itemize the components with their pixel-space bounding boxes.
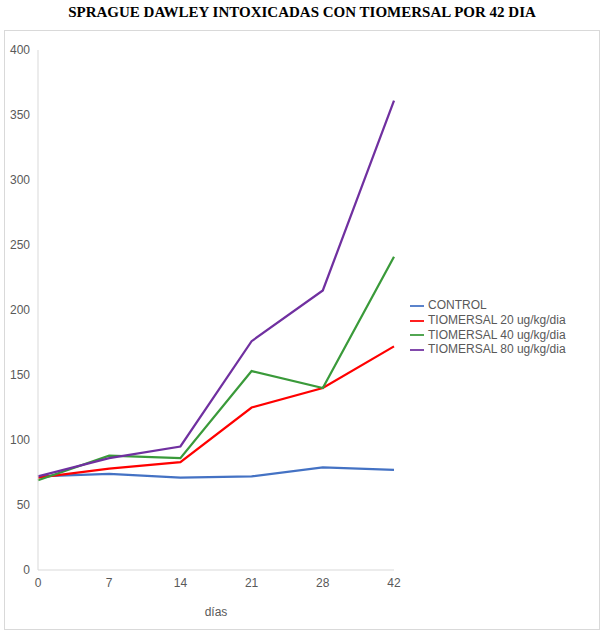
html-text:TIOMERSAL 40 ug/kg/dia: TIOMERSAL 40 ug/kg/dia — [428, 327, 566, 342]
html-text:CONTROL: CONTROL — [428, 297, 487, 312]
svg-text:150: 150 — [10, 368, 30, 382]
svg-text:250: 250 — [10, 238, 30, 252]
svg-text:21: 21 — [245, 576, 259, 590]
svg-text:100: 100 — [10, 433, 30, 447]
svg-text:400: 400 — [10, 43, 30, 57]
svg-text:14: 14 — [174, 576, 188, 590]
svg-text:días: días — [205, 605, 228, 619]
svg-text:350: 350 — [10, 108, 30, 122]
svg-text:200: 200 — [10, 303, 30, 317]
html-text:SPRAGUE DAWLEY INTOXICADAS CON: SPRAGUE DAWLEY INTOXICADAS CON TIOMERSAL… — [68, 4, 536, 20]
svg-text:0: 0 — [35, 576, 42, 590]
svg-text:28: 28 — [316, 576, 330, 590]
svg-text:300: 300 — [10, 173, 30, 187]
svg-text:42: 42 — [387, 576, 401, 590]
html-text:TIOMERSAL 80 ug/kg/dia: TIOMERSAL 80 ug/kg/dia — [428, 342, 566, 357]
svg-text:0: 0 — [23, 563, 30, 577]
html-text:TIOMERSAL 20 ug/kg/dia: TIOMERSAL 20 ug/kg/dia — [428, 312, 566, 327]
svg-text:7: 7 — [106, 576, 113, 590]
svg-text:50: 50 — [17, 498, 31, 512]
